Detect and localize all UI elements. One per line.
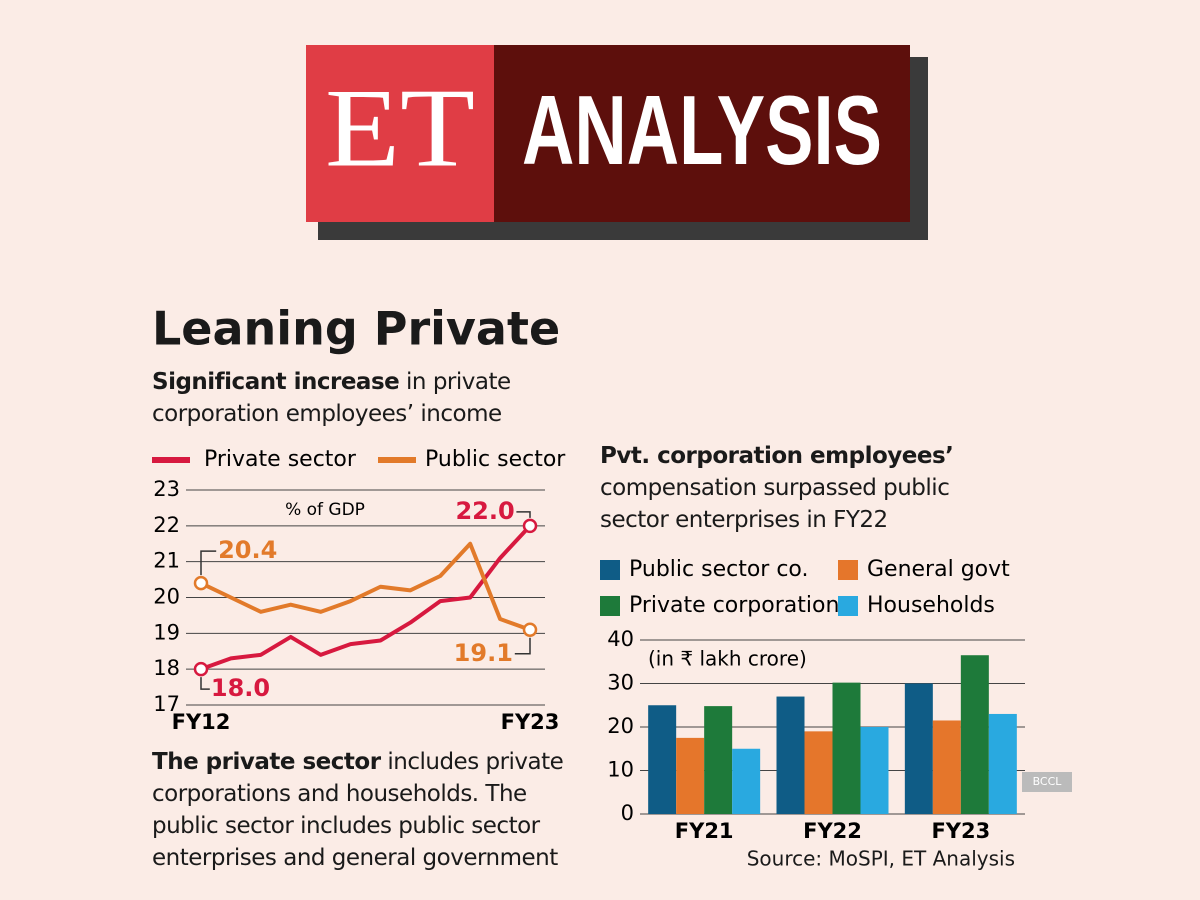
y-tick-label: 23 [153,477,180,501]
point [522,622,538,637]
bar [832,682,861,814]
y-tick-label: 10 [607,758,634,782]
x-tick-label: FY12 [172,710,231,734]
chart-title-text: compensation surpassed public sector ent… [600,475,950,533]
legend-label: Public sector [425,447,566,472]
subtitle: Significant increase in private corporat… [152,366,532,430]
x-tick-label: FY23 [931,819,990,843]
title: Leaning Private [152,302,560,356]
leader [516,511,531,518]
logo-right [494,45,910,222]
y-tick-label: 40 [607,627,634,651]
legend-swatch [600,596,620,616]
legend-label: Private sector [204,447,357,472]
value-label: 19.1 [454,639,513,667]
value-label: 18.0 [211,674,270,702]
chart-title-bold: Pvt. corporation employees’ [600,443,954,469]
legend-label: Private corporations [629,593,851,618]
bar [776,696,805,814]
leader [200,550,217,576]
y-tick-label: 18 [153,656,180,680]
legend-label: Households [867,593,995,618]
y-tick-label: 17 [153,692,180,716]
logo-text: ET [325,67,475,191]
legend-label: General govt [867,557,1010,582]
y-tick-label: 21 [153,549,180,573]
line [200,524,532,672]
bar [860,727,889,814]
subtitle-text: in private corporation employees’ income [152,369,511,427]
x-tick-label: FY21 [675,819,734,843]
value-label: 22.0 [455,497,514,525]
source: Source: MoSPI, ET Analysis [747,847,1015,871]
line [200,541,531,632]
annotation: (in ₹ lakh crore) [648,647,807,671]
legend-swatch [600,560,620,580]
y-tick-label: 20 [607,714,634,738]
bar [960,655,989,814]
chart-title: Pvt. corporation employees’ compensation… [600,440,1000,536]
bar [704,706,733,814]
leader [514,637,531,655]
value-label: 20.4 [218,536,277,564]
y-tick-label: 19 [153,620,180,644]
annotation: % of GDP [285,500,365,520]
subtitle-bold: Significant increase [152,369,400,395]
legend-label: Public sector co. [629,557,808,582]
note-bold: The private sector [152,749,381,775]
note: The private sector includes private corp… [152,746,572,874]
point [522,518,538,534]
bar [648,705,677,814]
bar [732,748,761,814]
logo-left [306,45,494,222]
bar [932,720,961,814]
y-tick-label: 30 [607,671,634,695]
y-tick-label: 0 [621,801,634,825]
bar [676,737,705,814]
watermark: BCCL [1033,775,1063,788]
legend-swatch [838,560,858,580]
point [193,575,209,591]
point [193,661,209,677]
bar [988,713,1017,814]
leader [200,677,210,690]
x-tick-label: FY22 [803,819,862,843]
logo-label: ANALYSIS [522,75,882,185]
bar [904,683,933,814]
watermark-box [1022,772,1072,792]
legend-swatch [838,596,858,616]
y-tick-label: 20 [153,585,180,609]
note-text: includes private corporations and househ… [152,749,564,871]
x-tick-label: FY23 [501,710,560,734]
y-tick-label: 22 [153,513,180,537]
bar [804,731,833,814]
